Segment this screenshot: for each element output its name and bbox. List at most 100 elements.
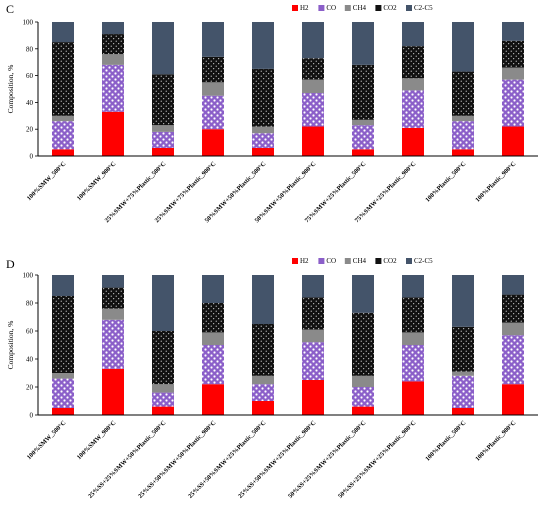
bar-segment-co2	[52, 42, 74, 116]
y-tick-label: 60	[26, 72, 34, 80]
bar-segment-ch4	[252, 375, 274, 385]
bar-segment-co	[252, 133, 274, 148]
bar-segment-h2	[302, 380, 324, 415]
x-category-label: 100%Plastic_500°C	[424, 160, 467, 203]
bar-segment-c2-c5	[102, 22, 124, 35]
bar-segment-ch4	[52, 115, 74, 122]
bar-segment-co2	[252, 68, 274, 127]
bar-segment-c2-c5	[52, 275, 74, 296]
y-tick-label: 40	[26, 99, 34, 107]
legend-label-ch4: CH4	[353, 257, 367, 265]
bar-segment-ch4	[202, 332, 224, 345]
bar-segment-co	[252, 384, 274, 401]
x-category-label: 100%SMW_900°C	[76, 419, 118, 461]
y-tick-label: 0	[30, 153, 34, 161]
bar-segment-co2	[352, 312, 374, 376]
bar-segment-c2-c5	[152, 22, 174, 75]
bar-segment-ch4	[502, 322, 524, 336]
legend-swatch-h2	[292, 258, 298, 264]
legend-swatch-co2	[375, 5, 382, 11]
y-tick-label: 60	[26, 328, 34, 336]
bar-segment-h2	[102, 368, 124, 415]
bar-segment-h2	[452, 149, 474, 156]
bar-segment-ch4	[152, 125, 174, 132]
bar-segment-ch4	[202, 82, 224, 96]
panel-label: D	[6, 257, 15, 271]
legend-swatch-co	[318, 258, 325, 264]
bar-segment-h2	[402, 381, 424, 415]
y-tick-label: 0	[30, 412, 34, 420]
bar-segment-c2-c5	[402, 22, 424, 47]
legend-label-co: CO	[326, 4, 336, 12]
bar-segment-h2	[202, 129, 224, 156]
bar-segment-co	[102, 319, 124, 369]
bar-segment-h2	[252, 147, 274, 156]
bar-segment-ch4	[452, 371, 474, 376]
bar-segment-h2	[52, 149, 74, 156]
bar-segment-co2	[402, 46, 424, 79]
legend-swatch-h2	[292, 5, 298, 11]
bar-segment-co2	[152, 331, 174, 385]
bar-segment-co	[402, 345, 424, 382]
bar-segment-ch4	[352, 375, 374, 387]
legend-label-h2: H2	[300, 257, 309, 265]
bar-segment-ch4	[152, 384, 174, 393]
bar-segment-c2-c5	[302, 22, 324, 59]
chart-panel-d: D H2 CO CH4 CO2 C2-C5 Composition, % 0 20 40 60 80 1…	[6, 257, 538, 500]
bar-segment-ch4	[452, 115, 474, 122]
bar-segment-co	[352, 387, 374, 407]
y-tick-label: 80	[26, 300, 34, 308]
bar-segment-c2-c5	[352, 22, 374, 65]
x-category-label: 75%SMW+25%Plastic_900°C	[354, 160, 418, 224]
bar-segment-c2-c5	[502, 22, 524, 41]
bar-segment-co	[452, 375, 474, 408]
y-tick-label: 100	[23, 272, 34, 280]
bar-segment-co2	[102, 287, 124, 309]
x-category-label: 100%Plastic_900°C	[474, 160, 517, 203]
bar-segment-h2	[452, 408, 474, 415]
bar-segment-co	[302, 342, 324, 380]
bar-segment-c2-c5	[252, 22, 274, 69]
x-category-label: 25%SS+25%SMW+50%Plastic_500°C	[87, 419, 168, 500]
y-tick-label: 80	[26, 45, 34, 53]
bar-segment-co2	[102, 34, 124, 55]
bar-segment-c2-c5	[502, 275, 524, 295]
y-tick-label: 100	[23, 19, 34, 27]
bar-segment-c2-c5	[302, 275, 324, 298]
bar-segment-c2-c5	[202, 22, 224, 57]
bar-segment-co	[152, 131, 174, 148]
bar-segment-co2	[502, 40, 524, 68]
bar-segment-h2	[52, 408, 74, 415]
legend-swatch-c2-c5	[406, 258, 412, 264]
bar-segment-h2	[502, 384, 524, 415]
bar-segment-co	[302, 93, 324, 127]
bar-segment-h2	[352, 149, 374, 156]
bar-segment-h2	[402, 127, 424, 156]
bar-segment-c2-c5	[202, 275, 224, 303]
bar-segment-ch4	[302, 79, 324, 94]
bar-segment-ch4	[352, 119, 374, 126]
bar-segment-c2-c5	[102, 275, 124, 288]
bar-segment-co2	[52, 296, 74, 373]
bar-segment-co2	[352, 64, 374, 120]
y-tick-label: 20	[26, 384, 34, 392]
legend-label-h2: H2	[300, 4, 309, 12]
bar-segment-ch4	[252, 126, 274, 134]
bar-segment-ch4	[402, 78, 424, 91]
y-tick-label: 20	[26, 126, 34, 134]
bar-segment-ch4	[402, 332, 424, 345]
y-tick-label: 40	[26, 356, 34, 364]
bar-segment-h2	[502, 126, 524, 156]
bar-segment-c2-c5	[352, 275, 374, 313]
x-category-label: 100%SMW_500°C	[26, 160, 68, 202]
bar-segment-co2	[452, 326, 474, 372]
bar-segment-co	[352, 125, 374, 150]
bar-segment-ch4	[502, 67, 524, 80]
bar-segment-c2-c5	[452, 22, 474, 72]
x-category-label: 100%Plastic_900°C	[474, 419, 517, 462]
bar-segment-co2	[252, 324, 274, 376]
x-category-label: 50%SS+25%SMW+25%Plastic_500°C	[287, 419, 368, 500]
legend-swatch-co	[318, 5, 325, 11]
legend-label-c2-c5: C2-C5	[414, 257, 433, 265]
